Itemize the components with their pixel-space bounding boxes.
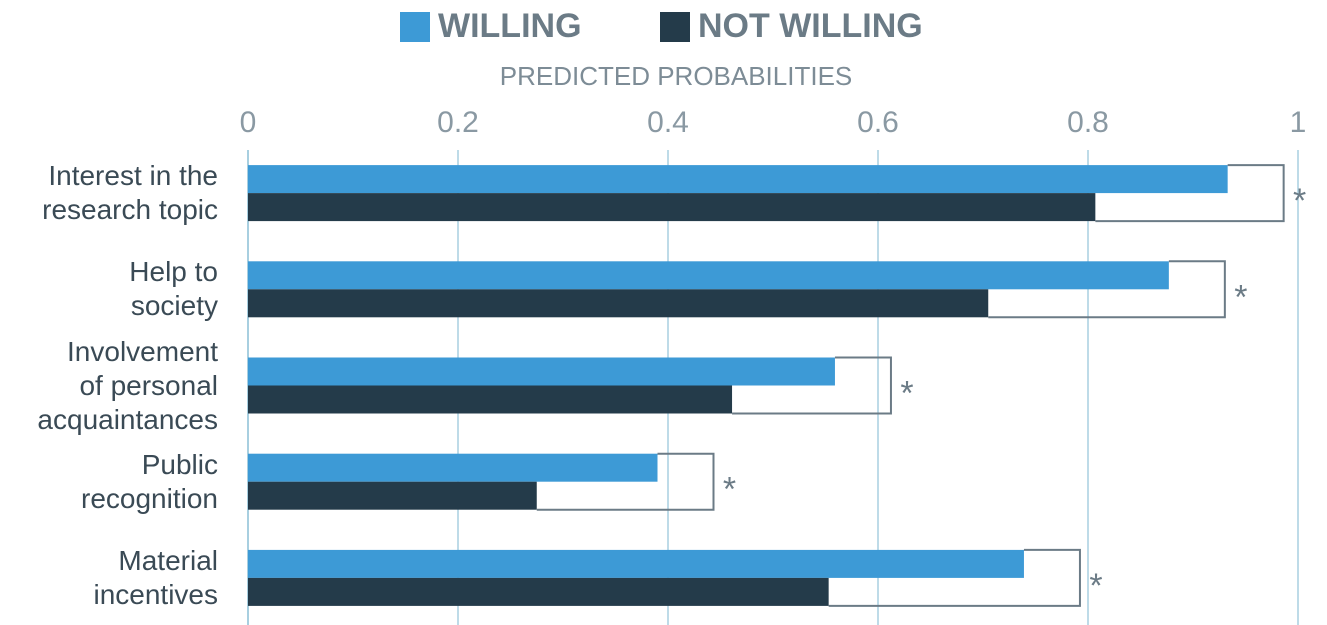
legend-swatch (400, 12, 430, 42)
significance-bracket (536, 452, 715, 511)
bar (248, 577, 829, 606)
category-label: Help to society (129, 256, 218, 322)
category-label: Material incentives (93, 544, 218, 610)
significance-label: * (900, 374, 913, 412)
bar (248, 385, 733, 414)
bar (248, 453, 658, 482)
axis-label: PREDICTED PROBABILITIES (500, 61, 853, 91)
x-tick-label: 0 (240, 106, 257, 139)
legend-label: NOT WILLING (698, 7, 923, 45)
x-tick-label: 1 (1290, 106, 1307, 139)
x-tick-label: 0.8 (1067, 106, 1109, 139)
legend-label: WILLING (438, 7, 582, 45)
significance-label: * (1089, 567, 1102, 605)
bar (248, 549, 1024, 578)
x-tick-label: 0.4 (647, 106, 689, 139)
bar (248, 289, 989, 318)
bar (248, 193, 1096, 222)
significance-bracket (732, 356, 892, 415)
significance-label: * (723, 471, 736, 509)
x-tick-label: 0.2 (437, 106, 479, 139)
bar (248, 357, 835, 386)
bar (248, 261, 1169, 290)
category-label: Interest in the research topic (42, 160, 218, 226)
category-label: Public recognition (81, 448, 218, 514)
x-tick-label: 0.6 (857, 106, 899, 139)
significance-bracket (828, 548, 1081, 607)
significance-bracket (1095, 164, 1285, 223)
significance-bracket (988, 260, 1226, 319)
significance-label: * (1234, 278, 1247, 316)
bar (248, 481, 537, 510)
significance-label: * (1293, 182, 1306, 220)
category-label: Involvement of personal acquaintances (37, 335, 218, 435)
legend-swatch (660, 12, 690, 42)
bar (248, 165, 1228, 194)
